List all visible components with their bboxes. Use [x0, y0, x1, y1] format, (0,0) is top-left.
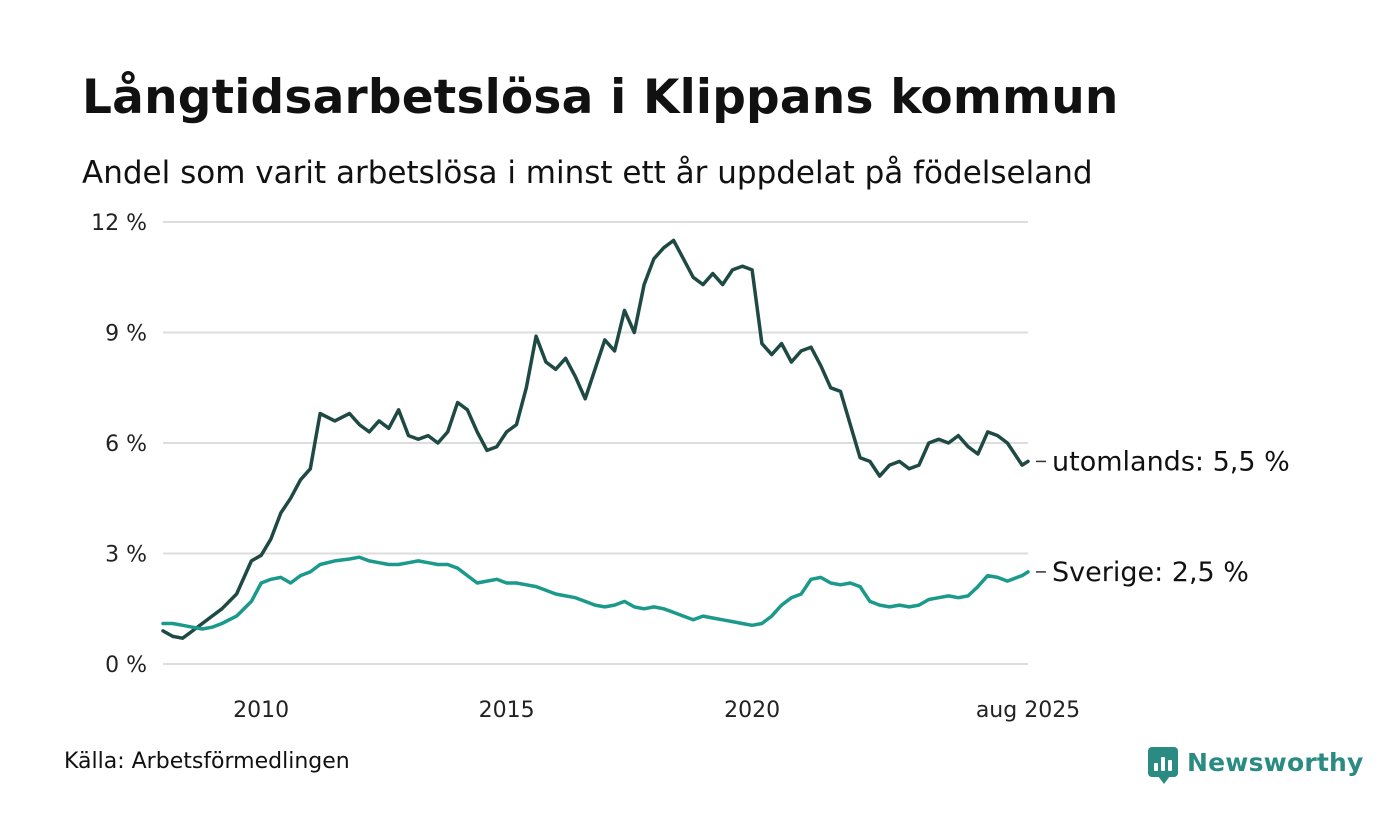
y-tick-label: 6 %: [105, 432, 147, 457]
end-label-sverige: Sverige: 2,5 %: [1052, 557, 1249, 588]
chart-subtitle: Andel som varit arbetslösa i minst ett å…: [82, 155, 1093, 191]
y-axis: 0 % 3 % 6 % 9 % 12 %: [91, 211, 147, 678]
x-tick-label: aug 2025: [976, 698, 1080, 723]
series-lines: [161, 238, 1030, 640]
source-note: Källa: Arbetsförmedlingen: [64, 749, 350, 774]
series-line-utomlands: [161, 238, 1030, 640]
gridlines: [163, 221, 1028, 665]
x-tick-label: 2015: [479, 698, 535, 723]
chart-title: Långtidsarbetslösa i Klippans kommun: [82, 70, 1119, 125]
x-tick-label: 2010: [233, 698, 289, 723]
y-tick-label: 3 %: [105, 543, 147, 568]
brand-name: Newsworthy: [1187, 747, 1364, 777]
newsworthy-icon: [1148, 747, 1178, 784]
line-chart: 0 % 3 % 6 % 9 % 12 % 2010 2015 2020 aug 2025 ut…: [91, 211, 1290, 723]
series-line-sverige: [161, 555, 1030, 631]
y-tick-label: 12 %: [91, 211, 147, 236]
x-axis: 2010 2015 2020 aug 2025: [233, 698, 1080, 723]
x-tick-label: 2020: [724, 698, 780, 723]
y-tick-label: 0 %: [105, 653, 147, 678]
end-label-utomlands: utomlands: 5,5 %: [1052, 446, 1290, 477]
y-tick-label: 9 %: [105, 322, 147, 347]
series-end-labels: utomlands: 5,5 % Sverige: 2,5 %: [1036, 446, 1290, 588]
brand-logo: Newsworthy: [1148, 744, 1364, 784]
